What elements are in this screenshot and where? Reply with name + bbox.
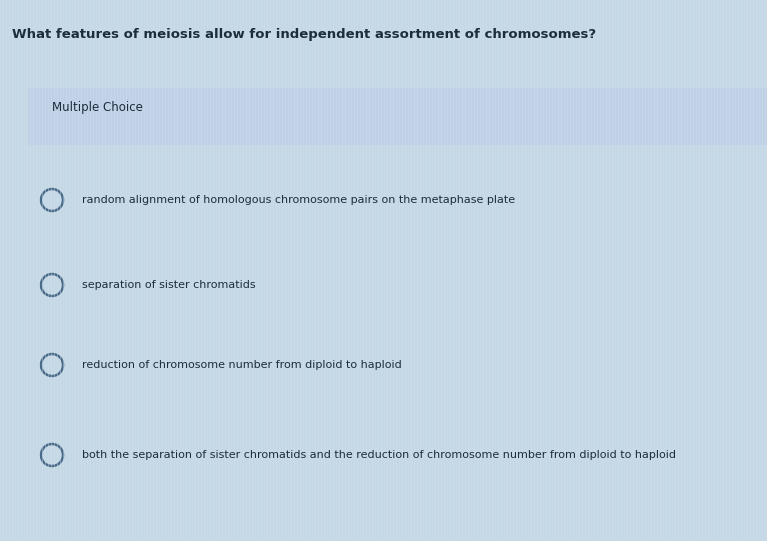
Text: What features of meiosis allow for independent assortment of chromosomes?: What features of meiosis allow for indep…	[12, 28, 596, 41]
Bar	[28, 88, 767, 145]
Text: reduction of chromosome number from diploid to haploid: reduction of chromosome number from dipl…	[82, 360, 402, 370]
Text: Multiple Choice: Multiple Choice	[52, 102, 143, 115]
Text: random alignment of homologous chromosome pairs on the metaphase plate: random alignment of homologous chromosom…	[82, 195, 515, 205]
Text: separation of sister chromatids: separation of sister chromatids	[82, 280, 255, 290]
Text: both the separation of sister chromatids and the reduction of chromosome number : both the separation of sister chromatids…	[82, 450, 676, 460]
